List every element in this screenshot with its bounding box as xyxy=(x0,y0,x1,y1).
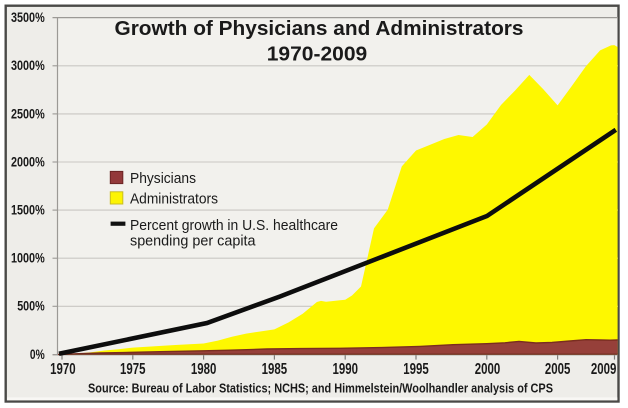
svg-text:500%: 500% xyxy=(17,299,45,314)
svg-text:2000: 2000 xyxy=(475,361,501,378)
svg-text:2500%: 2500% xyxy=(11,106,45,121)
svg-text:Physicians: Physicians xyxy=(130,171,196,187)
svg-text:0%: 0% xyxy=(30,347,45,362)
svg-text:1995: 1995 xyxy=(403,361,429,378)
svg-text:3000%: 3000% xyxy=(11,58,45,73)
svg-text:1990: 1990 xyxy=(332,361,358,378)
svg-text:Administrators: Administrators xyxy=(130,191,218,207)
svg-text:spending per capita: spending per capita xyxy=(130,233,256,249)
svg-text:1975: 1975 xyxy=(120,361,146,378)
svg-text:1985: 1985 xyxy=(262,361,288,378)
svg-text:2005: 2005 xyxy=(545,361,571,378)
svg-text:Growth of Physicians and Admin: Growth of Physicians and Administrators xyxy=(115,18,524,40)
svg-text:Source: Bureau of Labor Statis: Source: Bureau of Labor Statistics; NCHS… xyxy=(88,381,553,396)
svg-text:1970-2009: 1970-2009 xyxy=(267,43,368,65)
svg-text:2000%: 2000% xyxy=(11,154,45,169)
svg-text:3500%: 3500% xyxy=(11,10,45,25)
svg-text:1980: 1980 xyxy=(191,361,217,378)
svg-text:1500%: 1500% xyxy=(11,203,45,218)
svg-text:1000%: 1000% xyxy=(11,251,45,266)
svg-text:Percent growth in U.S. healthc: Percent growth in U.S. healthcare xyxy=(130,218,338,234)
svg-text:2009: 2009 xyxy=(591,361,617,378)
svg-text:1970: 1970 xyxy=(50,361,76,378)
